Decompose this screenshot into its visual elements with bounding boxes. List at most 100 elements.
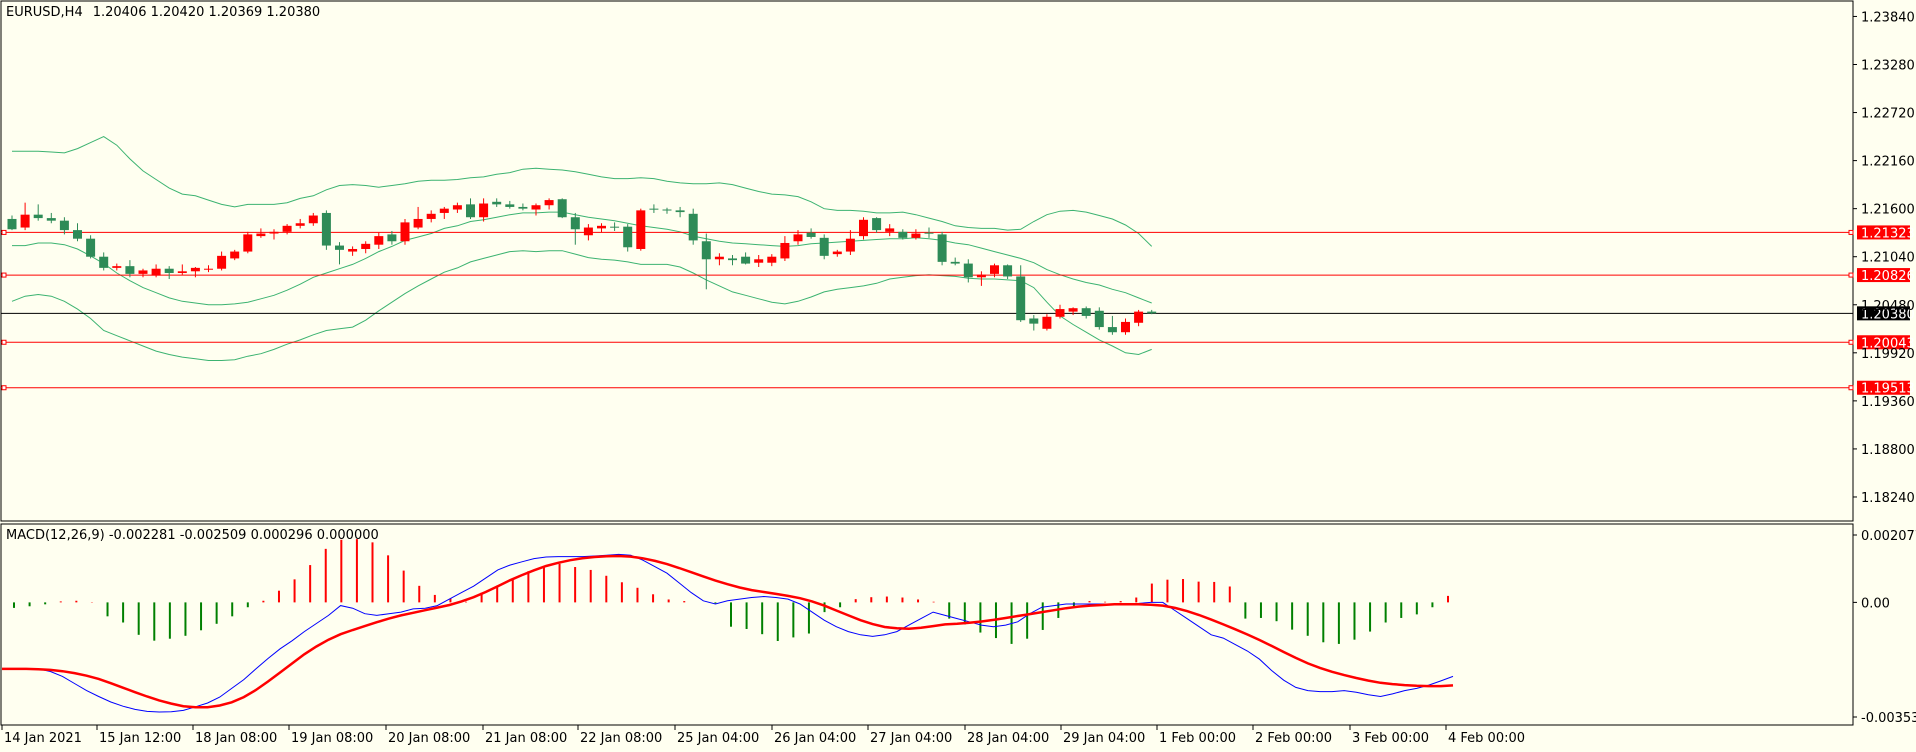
macd-panel-frame	[0, 523, 1854, 726]
hline-handle-left-3[interactable]	[1, 385, 7, 391]
candle-body	[400, 222, 410, 242]
price-tick-label: 1.19360	[1861, 395, 1915, 410]
time-tick-label: 29 Jan 04:00	[1063, 731, 1145, 746]
candle-body	[832, 251, 842, 255]
candle-body	[557, 199, 567, 218]
candle-body	[138, 270, 148, 274]
candle-body	[112, 266, 122, 268]
candle-body	[413, 218, 423, 228]
macd-tick-label: -0.003533	[1861, 711, 1916, 726]
price-tick-label: 1.21040	[1861, 251, 1915, 266]
band-upper-line	[12, 136, 1153, 247]
candle-body	[125, 266, 135, 274]
time-tick-label: 20 Jan 08:00	[388, 731, 470, 746]
hline-price-label-0: 1.21323	[1861, 226, 1915, 241]
candle-body	[348, 248, 358, 252]
time-tick-label: 18 Jan 08:00	[195, 731, 277, 746]
candle-body	[59, 220, 69, 231]
candle-body	[439, 208, 449, 213]
candle-body	[1042, 316, 1052, 329]
price-panel-frame	[0, 0, 1854, 522]
candle-body	[374, 236, 384, 245]
candle-body	[243, 234, 253, 252]
candle-body	[531, 205, 541, 210]
price-tick-label: 1.23840	[1861, 10, 1915, 25]
candle-body	[688, 213, 698, 241]
candle-body	[845, 238, 855, 252]
time-tick-label: 22 Jan 08:00	[580, 731, 662, 746]
candle-body	[872, 218, 882, 231]
candle-body	[911, 233, 921, 238]
macd-indicator: 0.002077 0.00 -0.003533	[1, 529, 1916, 726]
candle-body	[479, 203, 489, 218]
candle-body	[73, 230, 82, 239]
hline-handle-right-3[interactable]	[1848, 385, 1854, 391]
hline-price-tag-0	[1857, 225, 1910, 240]
price-tick-label: 1.19920	[1861, 347, 1915, 362]
candle-body	[701, 241, 711, 260]
price-axis: 1.23840 1.23280 1.22720 1.22160 1.21600 1.210…	[1853, 10, 1915, 506]
candle-body	[505, 204, 515, 207]
price-tick-label: 1.22720	[1861, 107, 1915, 122]
hline-handle-left-0[interactable]	[1, 229, 7, 235]
candle-body	[230, 251, 240, 259]
candle-body	[164, 268, 174, 274]
candle-body	[924, 232, 934, 234]
band-middle-line	[12, 211, 1152, 306]
candle-body	[714, 256, 724, 260]
candle-body	[1029, 318, 1039, 324]
candle-body	[86, 238, 96, 257]
macd-line	[1, 553, 1454, 713]
time-tick-label: 25 Jan 04:00	[677, 731, 759, 746]
candle-body	[1081, 308, 1091, 316]
candle-body	[793, 234, 803, 242]
candle-body	[885, 228, 895, 232]
hline-handle-left-2[interactable]	[1, 339, 7, 345]
time-tick-label: 21 Jan 08:00	[485, 731, 567, 746]
current-price-label: 1.20380	[1861, 307, 1915, 322]
candle-body	[1134, 311, 1144, 323]
candle-body	[675, 210, 685, 213]
hline-handle-left-1[interactable]	[1, 272, 7, 278]
candle-body	[518, 206, 528, 209]
candle-body	[570, 217, 580, 230]
candle-body	[452, 205, 462, 210]
price-tick-label: 1.18240	[1861, 491, 1915, 506]
price-tick-label: 1.18800	[1861, 443, 1915, 458]
hline-handle-right-2[interactable]	[1848, 339, 1854, 345]
candle-body	[282, 225, 292, 232]
time-tick-label: 27 Jan 04:00	[870, 731, 952, 746]
time-tick-label: 28 Jan 04:00	[967, 731, 1049, 746]
time-tick-label: 1 Feb 00:00	[1159, 731, 1236, 746]
hline-price-label-1: 1.20826	[1861, 269, 1915, 284]
hline-price-tag-2	[1857, 335, 1910, 350]
hline-handle-right-1[interactable]	[1848, 272, 1854, 278]
candle-body	[1016, 276, 1026, 321]
time-tick-label: 26 Jan 04:00	[774, 731, 856, 746]
candle-body	[1068, 308, 1078, 312]
candle-body	[767, 256, 777, 263]
candle-body	[7, 218, 17, 230]
macd-label: MACD(12,26,9) -0.002281 -0.002509 0.0002…	[6, 528, 379, 543]
candle-body	[204, 268, 213, 270]
price-tick-label: 1.23280	[1861, 58, 1915, 73]
candle-body	[492, 201, 502, 205]
candle-body	[583, 227, 593, 236]
time-tick-label: 2 Feb 00:00	[1255, 731, 1332, 746]
hline-handle-right-0[interactable]	[1848, 229, 1854, 235]
candle-body	[33, 214, 43, 219]
hline-price-tag-3	[1857, 380, 1910, 395]
macd-tick-label: 0.002077	[1861, 529, 1916, 544]
current-price-tag	[1857, 306, 1910, 321]
candle-body	[269, 231, 279, 234]
candle-body	[976, 274, 986, 278]
candle-body	[1003, 265, 1013, 277]
candle-body	[217, 255, 227, 269]
candle-body	[466, 204, 475, 218]
candle-body	[426, 213, 436, 219]
candle-body	[597, 225, 606, 229]
macd-tick-label: 0.00	[1861, 596, 1890, 611]
horizontal-lines[interactable]: 1.21323 1.20826 1.20043 1.19513 1.20380	[1, 225, 1915, 397]
price-tick-label: 1.21600	[1861, 203, 1915, 218]
